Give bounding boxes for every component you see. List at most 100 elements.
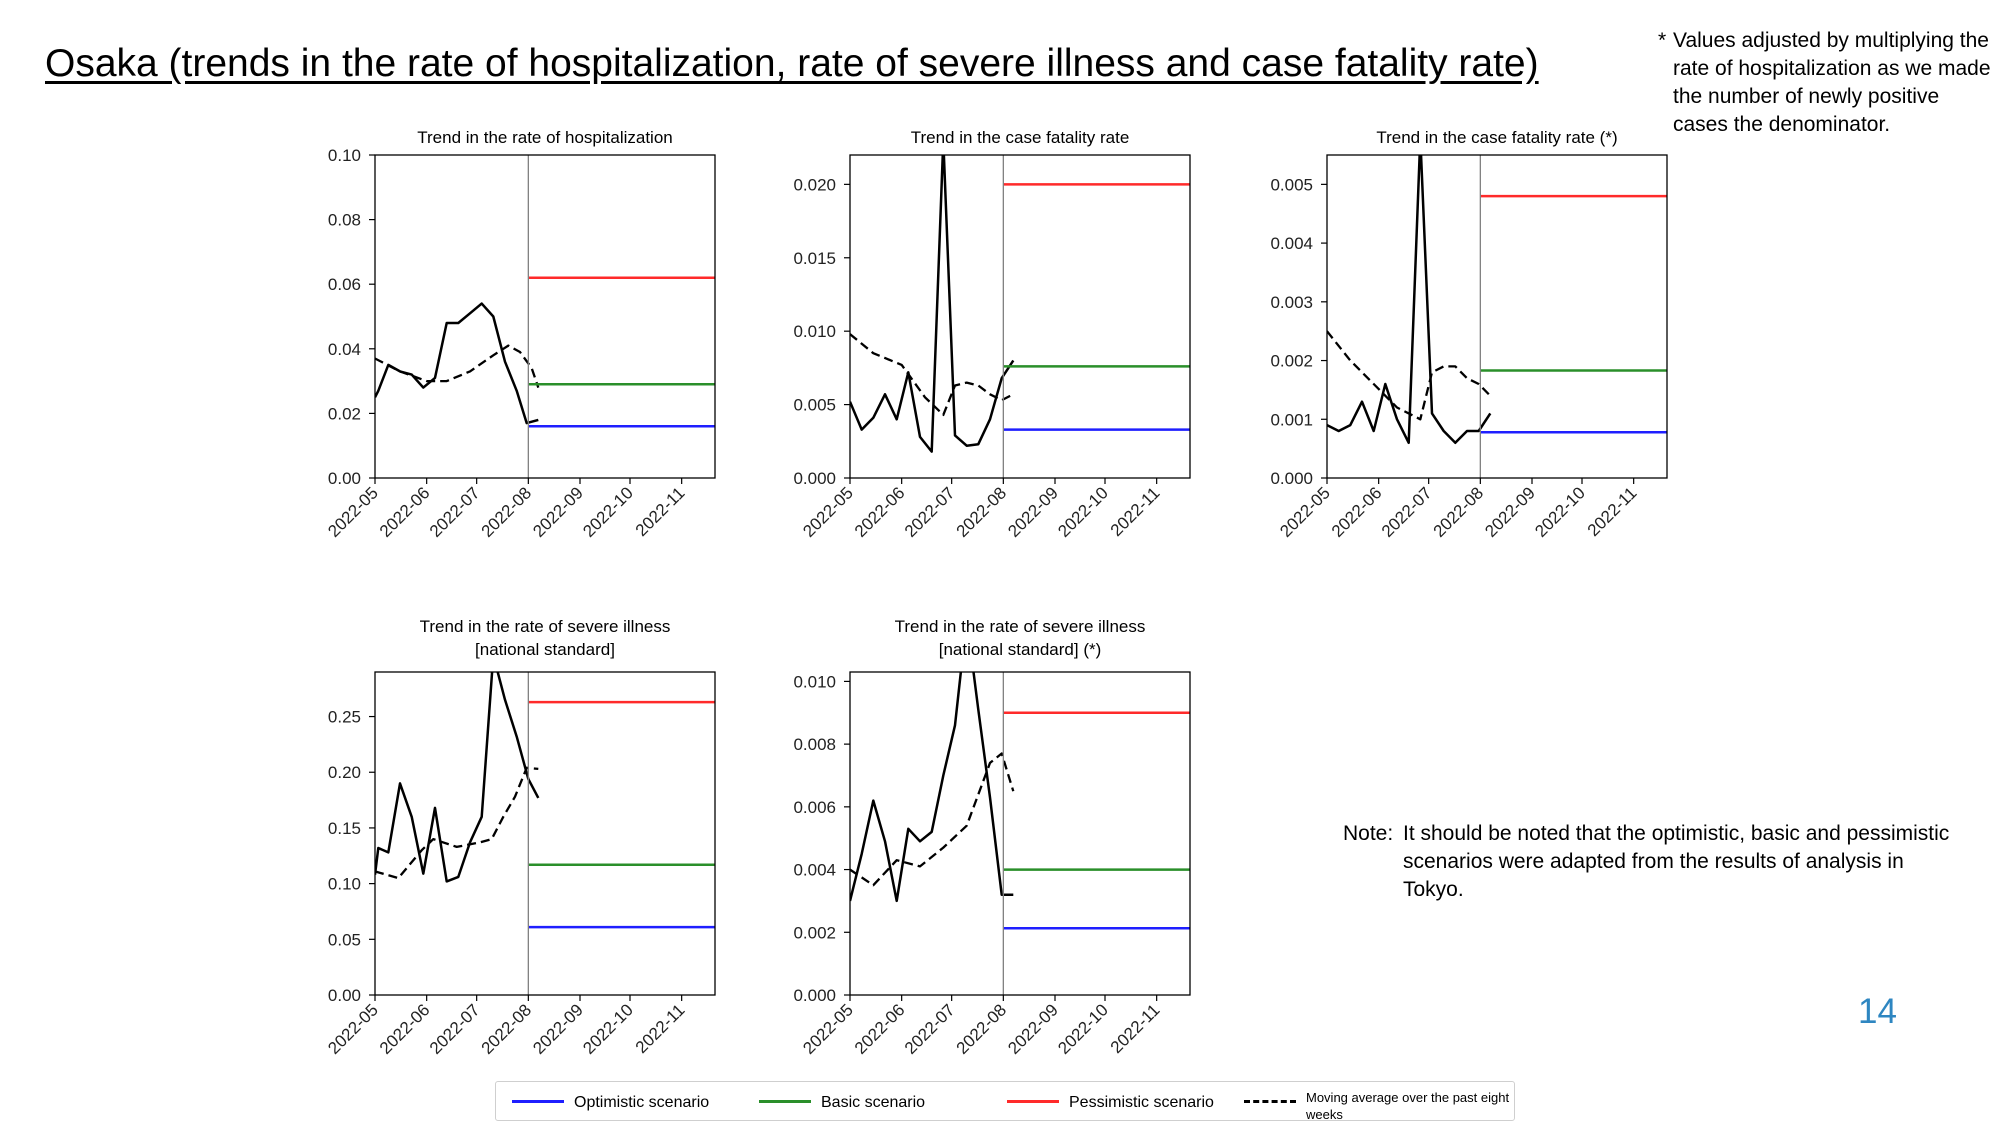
x-tick-label: 2022-06 (376, 483, 434, 541)
legend-swatch-pessimistic (1007, 1100, 1059, 1103)
y-tick-label: 0.05 (328, 930, 361, 949)
chart-1: Trend in the rate of hospitalization 0.00… (324, 128, 716, 541)
x-tick-label: 2022-09 (529, 483, 587, 541)
note-label: Note: (1343, 822, 1394, 845)
legend-label-pessimistic: Pessimistic scenario (1069, 1094, 1214, 1111)
chart-title: Trend in the rate of severe illness [nati… (420, 617, 671, 659)
legend-label-basic: Basic scenario (821, 1094, 926, 1111)
y-tick-label: 0.08 (328, 211, 361, 230)
page-number: 14 (1858, 992, 1897, 1031)
x-tick-label: 2022-11 (632, 1000, 689, 1057)
legend-label-moving-average: Moving average over the past eight weeks (1306, 1090, 1510, 1122)
x-tick-label: 2022-11 (632, 483, 689, 540)
x-tick-label: 2022-09 (1004, 483, 1062, 541)
plot-frame (374, 154, 716, 479)
x-tick-label: 2022-06 (376, 1000, 434, 1058)
x-tick-label: 2022-08 (1430, 483, 1488, 541)
chart-2: Trend in the case fatality rate 0.000 0.00… (793, 128, 1191, 541)
x-tick-label: 2022-06 (851, 1000, 909, 1058)
chart-4: Trend in the rate of severe illness [nati… (324, 617, 716, 1058)
x-tick-label: 2022-08 (478, 1000, 536, 1058)
chart-5: Trend in the rate of severe illness [nati… (793, 617, 1191, 1058)
y-tick-label: 0.010 (793, 672, 836, 691)
series-actual (850, 672, 1014, 903)
series-moving-average (375, 344, 540, 388)
y-tick-label: 0.001 (1270, 410, 1313, 429)
x-tick-label: 2022-10 (579, 483, 637, 541)
y-tick-label: 0.002 (793, 923, 836, 942)
series-actual (375, 302, 539, 425)
chart-title: Trend in the rate of severe illness [nati… (895, 617, 1146, 659)
x-tick-label: 2022-05 (1276, 483, 1334, 541)
x-tick-label: 2022-05 (799, 1000, 857, 1058)
y-tick-label: 0.10 (328, 146, 361, 165)
y-tick-label: 0.06 (328, 275, 361, 294)
y-tick-label: 0.006 (793, 798, 836, 817)
y-tick-label: 0.010 (793, 322, 836, 341)
plot-frame (849, 154, 1191, 479)
y-tick-label: 0.02 (328, 404, 361, 423)
x-tick-label: 2022-08 (953, 483, 1011, 541)
y-tick-label: 0.003 (1270, 293, 1313, 312)
series-moving-average (1327, 330, 1492, 421)
footnote: * Values adjusted by multiplying the rat… (1658, 27, 1998, 139)
plot-frame (374, 671, 716, 996)
legend-swatch-optimistic (512, 1100, 564, 1103)
y-tick-label: 0.005 (793, 396, 836, 415)
x-tick-label: 2022-07 (426, 483, 484, 541)
x-tick-label: 2022-07 (426, 1000, 484, 1058)
series-moving-average (375, 766, 539, 880)
x-tick-label: 2022-11 (1584, 483, 1641, 540)
legend-swatch-moving-average (1244, 1100, 1296, 1103)
x-tick-label: 2022-09 (529, 1000, 587, 1058)
x-tick-label: 2022-07 (901, 1000, 959, 1058)
slide-title: Osaka (trends in the rate of hospitaliza… (45, 42, 1539, 85)
y-tick-label: 0.004 (793, 861, 836, 880)
chart-title: Trend in the rate of hospitalization (417, 128, 672, 147)
x-tick-label: 2022-11 (1107, 1000, 1164, 1057)
y-tick-label: 0.00 (328, 986, 361, 1005)
y-tick-label: 0.008 (793, 735, 836, 754)
y-tick-label: 0.000 (793, 469, 836, 488)
series-moving-average (850, 752, 1015, 887)
y-tick-label: 0.20 (328, 763, 361, 782)
series-actual (375, 672, 540, 883)
y-tick-label: 0.005 (1270, 175, 1313, 194)
x-tick-label: 2022-11 (1107, 483, 1164, 540)
chart-title: Trend in the case fatality rate (911, 128, 1130, 147)
y-tick-label: 0.00 (328, 469, 361, 488)
y-tick-label: 0.002 (1270, 352, 1313, 371)
x-tick-label: 2022-08 (953, 1000, 1011, 1058)
y-tick-label: 0.004 (1270, 234, 1313, 253)
footnote-text: Values adjusted by multiplying the rate … (1673, 29, 1991, 136)
y-tick-label: 0.000 (793, 986, 836, 1005)
x-tick-label: 2022-07 (1378, 483, 1436, 541)
x-tick-label: 2022-09 (1481, 483, 1539, 541)
x-tick-label: 2022-10 (1531, 483, 1589, 541)
x-tick-label: 2022-06 (851, 483, 909, 541)
footnote-mark: * (1658, 29, 1667, 52)
analysis-note: Note: It should be noted that the optimi… (1343, 820, 1963, 904)
x-tick-label: 2022-05 (799, 483, 857, 541)
chart-title: Trend in the case fatality rate (*) (1376, 128, 1617, 147)
series-actual (850, 155, 1015, 453)
x-tick-label: 2022-05 (324, 483, 382, 541)
legend-swatch-basic (759, 1100, 811, 1103)
x-tick-label: 2022-07 (901, 483, 959, 541)
y-tick-label: 0.04 (328, 340, 361, 359)
y-tick-label: 0.25 (328, 708, 361, 727)
plot-frame (849, 671, 1191, 996)
chart-3: Trend in the case fatality rate (*) 0.000… (1270, 128, 1668, 541)
x-tick-label: 2022-05 (324, 1000, 382, 1058)
y-tick-label: 0.000 (1270, 469, 1313, 488)
y-tick-label: 0.020 (793, 175, 836, 194)
y-tick-label: 0.15 (328, 819, 361, 838)
x-tick-label: 2022-10 (1054, 1000, 1112, 1058)
x-tick-label: 2022-10 (579, 1000, 637, 1058)
legend-label-optimistic: Optimistic scenario (574, 1094, 710, 1111)
x-tick-label: 2022-08 (478, 483, 536, 541)
x-tick-label: 2022-10 (1054, 483, 1112, 541)
series-actual (1327, 155, 1492, 445)
y-tick-label: 0.015 (793, 249, 836, 268)
x-tick-label: 2022-09 (1004, 1000, 1062, 1058)
